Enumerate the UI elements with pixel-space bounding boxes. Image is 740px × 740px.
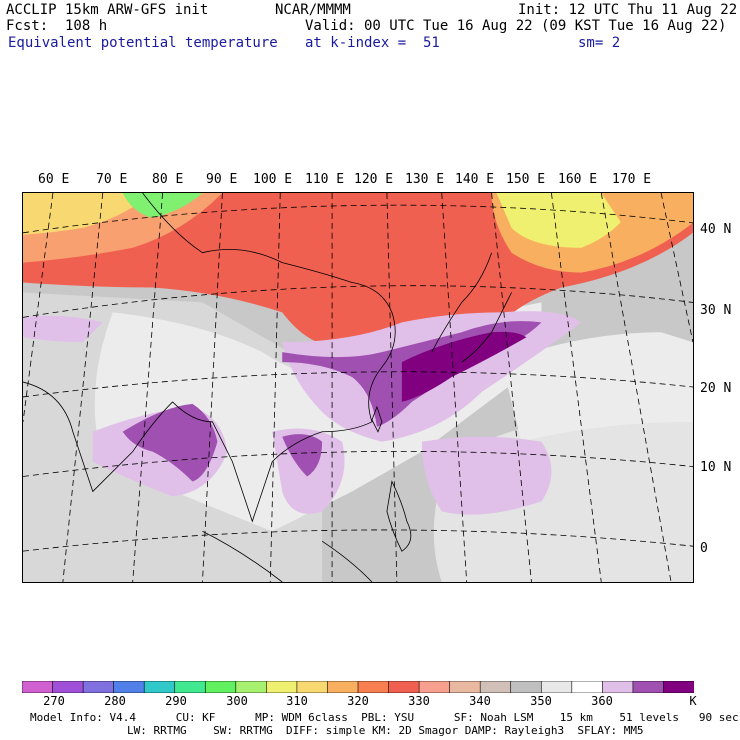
model-info-line2: LW: RRTMG SW: RRTMG DIFF: simple KM: 2D … — [127, 724, 644, 737]
lat-label: 20 N — [700, 381, 732, 396]
level-label: at k-index = 51 — [305, 35, 440, 51]
colorbar-swatch — [510, 681, 543, 693]
field-region-300K — [122, 193, 203, 218]
colorbar-tick: 350 — [530, 694, 552, 708]
colorbar-swatch — [632, 681, 665, 693]
colorbar-unit: K — [689, 694, 697, 708]
colorbar-swatch — [22, 681, 54, 693]
lon-line — [551, 193, 602, 582]
colorbar-swatch — [235, 681, 268, 693]
lon-line — [202, 193, 223, 582]
theta-e-map — [22, 192, 694, 583]
model-title: ACCLIP 15km ARW-GFS init — [6, 2, 209, 18]
lon-label: 100 E — [253, 172, 293, 187]
colorbar-swatch — [540, 681, 573, 693]
colorbar-swatch — [143, 681, 176, 693]
field-region-310K — [23, 193, 153, 235]
lon-line — [132, 193, 163, 582]
forecast-hour: Fcst: 108 h — [6, 18, 108, 34]
graticule — [23, 193, 693, 582]
lon-line — [62, 193, 104, 582]
lon-label: 60 E — [38, 172, 70, 187]
colorbar-tick: 300 — [226, 694, 248, 708]
colorbar-swatch — [357, 681, 390, 693]
coastline-taiwan — [371, 405, 383, 433]
lat-label: 10 N — [700, 460, 732, 475]
colorbar-swatch — [174, 681, 207, 693]
field-region-360K — [282, 434, 323, 477]
colorbar-swatch — [663, 681, 694, 693]
field-region-360K — [122, 403, 218, 482]
lat-label: 30 N — [700, 303, 732, 318]
field-region-310K — [496, 193, 642, 248]
colorbar-swatch — [449, 681, 481, 693]
field-region-white — [501, 332, 693, 442]
colorbar-swatch — [52, 681, 84, 693]
colorbar-tick: 360 — [591, 694, 613, 708]
lon-label: 140 E — [455, 172, 495, 187]
lon-line — [660, 193, 693, 343]
lon-line — [441, 193, 468, 582]
field-region-355K — [421, 436, 552, 515]
lon-label: 80 E — [152, 172, 184, 187]
lon-label: 160 E — [558, 172, 598, 187]
colorbar-tick: 320 — [347, 694, 369, 708]
lat-line-30N — [23, 285, 693, 318]
colorbar-swatch — [266, 681, 298, 693]
lon-label: 170 E — [612, 172, 652, 187]
lon-label: 120 E — [354, 172, 394, 187]
colorbar-tick: 280 — [104, 694, 126, 708]
lon-line — [23, 193, 54, 422]
lon-line — [386, 193, 398, 582]
lon-label: 70 E — [96, 172, 128, 187]
coastline — [321, 540, 373, 582]
coastline — [431, 252, 492, 353]
lon-line — [600, 193, 672, 582]
colorbar-swatch — [327, 681, 359, 693]
lat-label: 40 N — [700, 222, 732, 237]
colorbar-swatch — [296, 681, 329, 693]
colorbar-tick: 340 — [469, 694, 491, 708]
colorbar-swatch — [113, 681, 145, 693]
field-name: Equivalent potential temperature — [8, 35, 278, 51]
smoothing-label: sm= 2 — [578, 35, 621, 51]
colorbar-swatch — [418, 681, 451, 693]
lon-label: 150 E — [506, 172, 546, 187]
colorbar-tick: 330 — [408, 694, 430, 708]
coastline-japan — [461, 292, 512, 363]
colorbar-swatch — [571, 681, 604, 693]
lon-line — [491, 193, 532, 582]
colorbar-tick: 290 — [165, 694, 187, 708]
colorbar-swatch — [82, 681, 115, 693]
model-info-line1: Model Info: V4.4 CU: KF MP: WDM 6class P… — [30, 711, 739, 724]
colorbar — [22, 681, 694, 693]
valid-time: Valid: 00 UTC Tue 16 Aug 22 (09 KST Tue … — [305, 18, 727, 34]
init-time: Init: 12 UTC Thu 11 Aug 22 — [518, 2, 738, 18]
colorbar-tick: 270 — [43, 694, 65, 708]
org-label: NCAR/MMMM — [275, 2, 351, 18]
lat-label: 0 — [700, 541, 708, 556]
colorbar-swatch — [388, 681, 420, 693]
field-region-355K — [23, 315, 103, 343]
field-region-light — [433, 382, 693, 582]
lon-label: 130 E — [405, 172, 445, 187]
lon-label: 90 E — [206, 172, 238, 187]
lon-label: 110 E — [305, 172, 345, 187]
colorbar-swatch — [479, 681, 512, 693]
lon-line — [269, 193, 281, 582]
coastline-philippines — [386, 480, 412, 552]
colorbar-swatch — [204, 681, 237, 693]
colorbar-swatch — [602, 681, 634, 693]
coastline — [202, 530, 283, 582]
coastline — [23, 193, 396, 523]
colorbar-tick: 310 — [286, 694, 308, 708]
